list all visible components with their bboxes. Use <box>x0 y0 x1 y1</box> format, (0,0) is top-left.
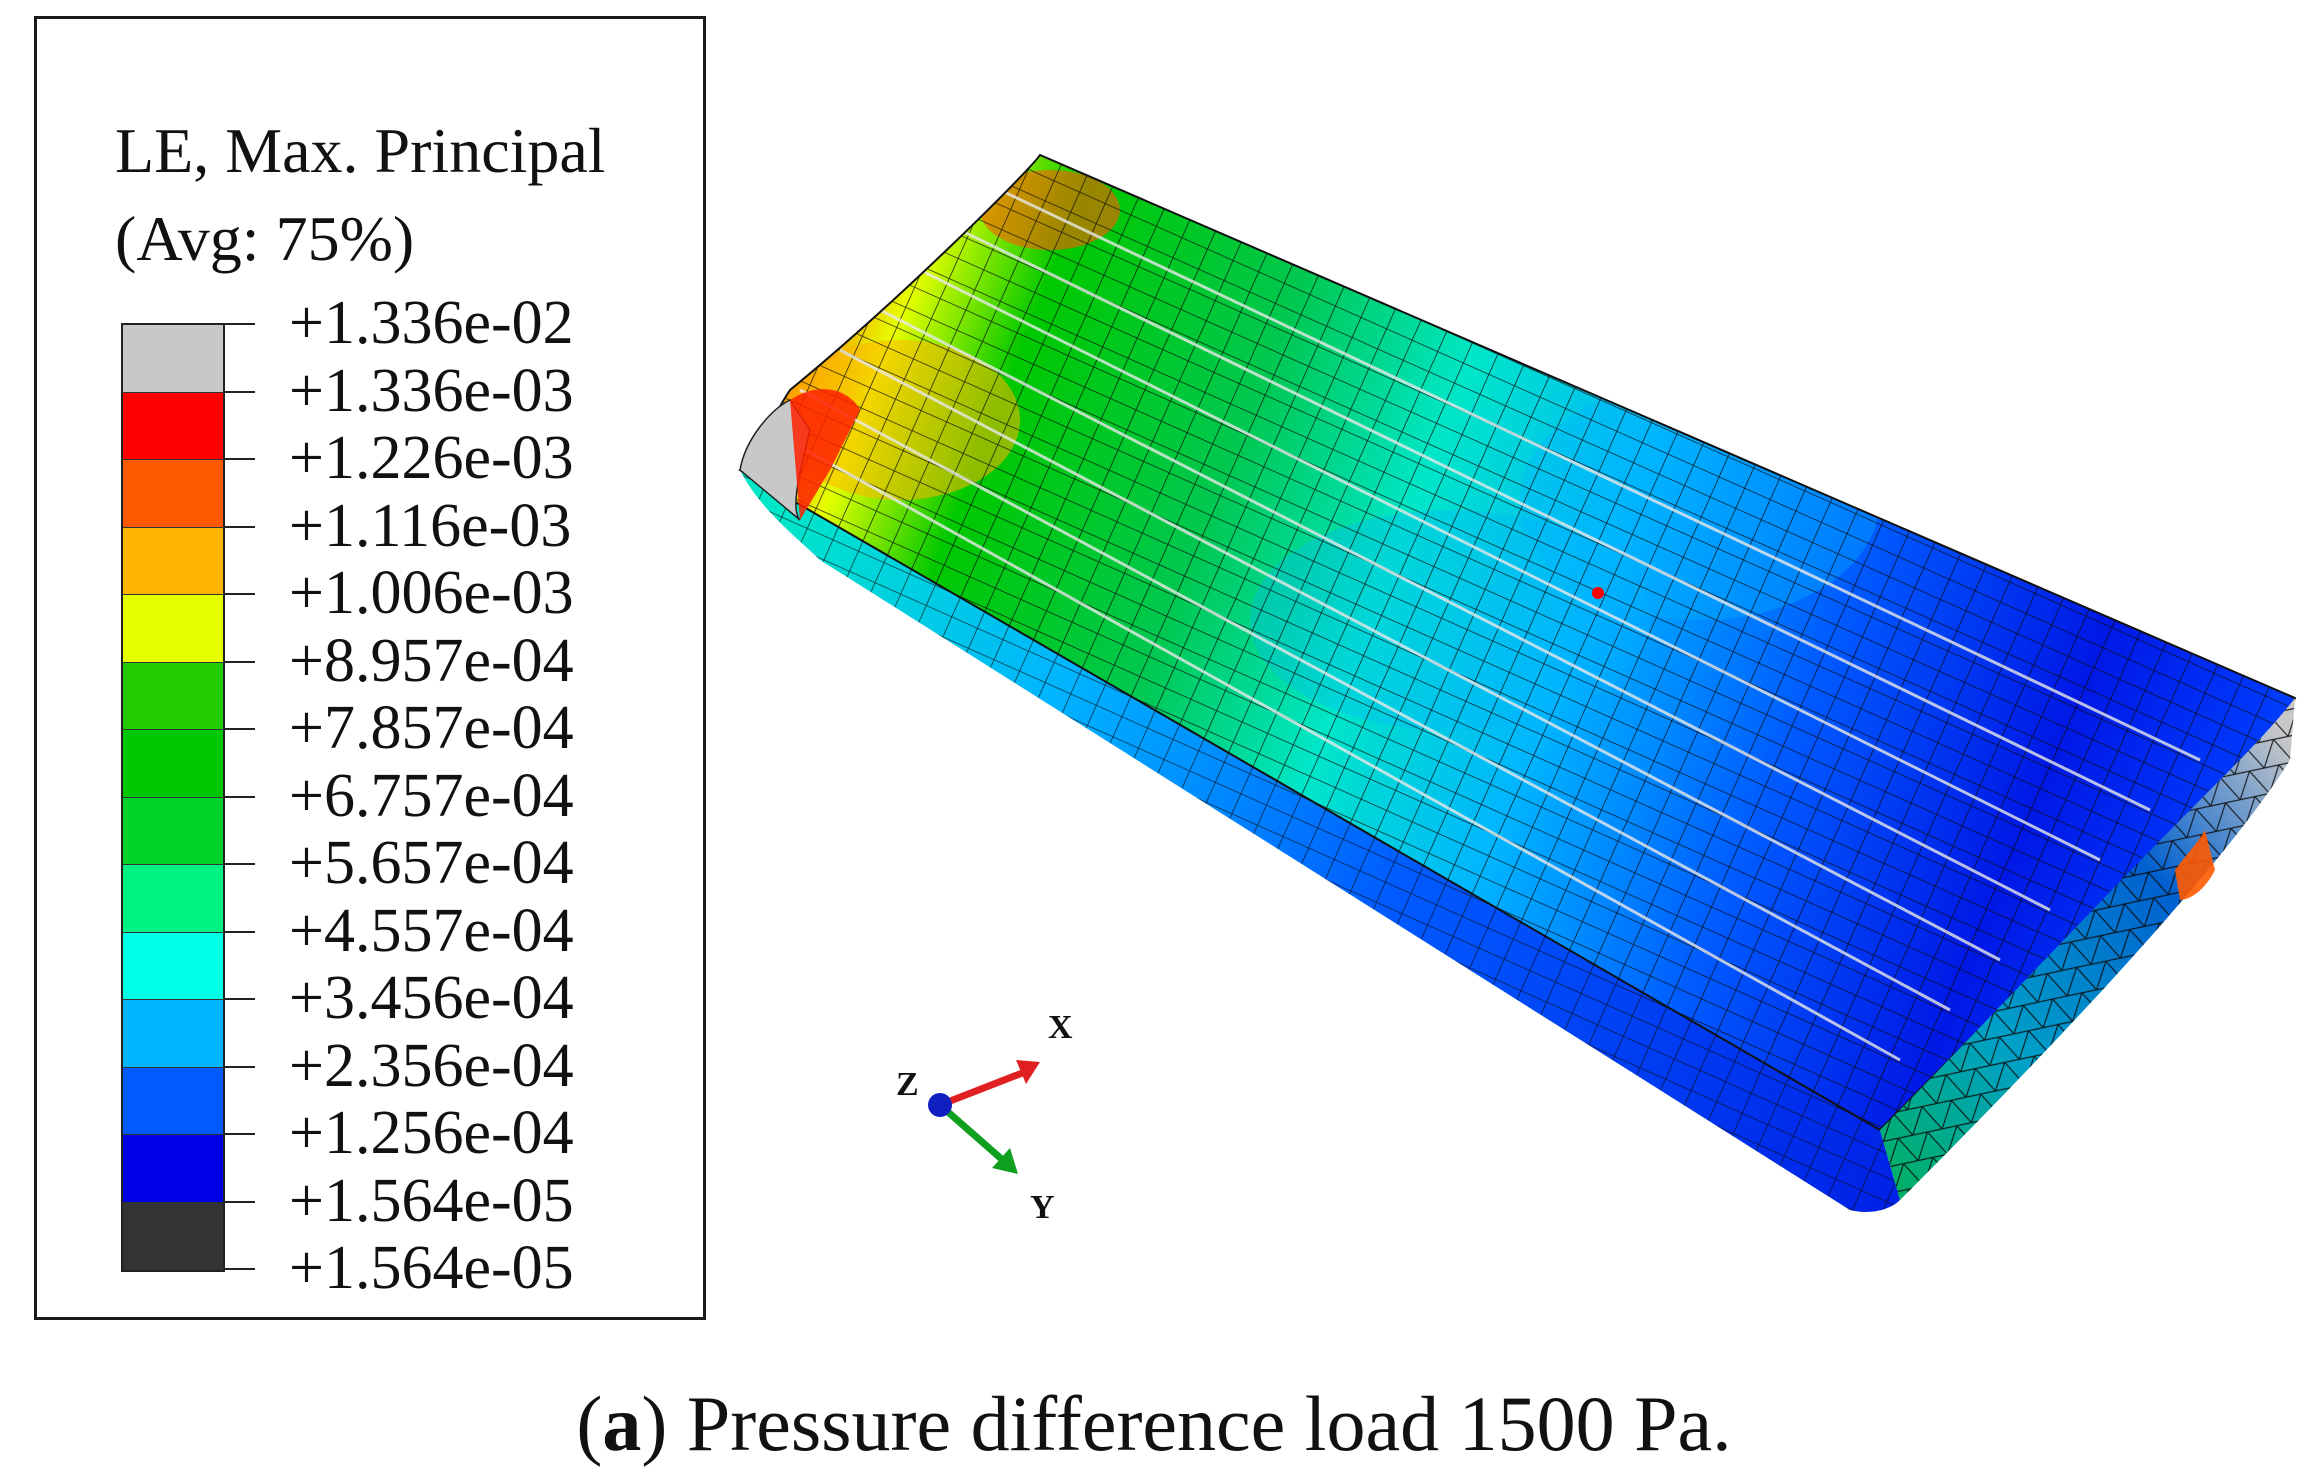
legend-swatch <box>123 595 223 663</box>
legend-swatch <box>123 392 223 460</box>
legend-value-label: +1.226e-03 <box>289 424 574 492</box>
legend-swatch <box>123 1067 223 1135</box>
legend-tick <box>225 998 255 1000</box>
legend-swatch <box>123 460 223 528</box>
legend-value-label: +1.256e-04 <box>289 1099 574 1167</box>
legend-tick <box>225 458 255 460</box>
legend-value-label: +1.336e-02 <box>289 289 574 357</box>
triad-x-label: X <box>1048 1009 1073 1046</box>
legend-tick <box>225 863 255 865</box>
legend-tick <box>225 1133 255 1135</box>
legend-value-label: +1.336e-03 <box>289 356 574 425</box>
legend-tick <box>225 1268 255 1270</box>
legend-tick <box>225 728 255 730</box>
wing-lower-surface <box>740 470 1900 1212</box>
triad-y-axis <box>937 1102 1008 1165</box>
legend-swatch <box>123 797 223 865</box>
wing-strain-contour-plot: X Y Z <box>738 153 2297 1226</box>
legend-tick <box>225 390 255 393</box>
legend-value-label: +6.757e-04 <box>289 761 574 830</box>
triad-x-axis <box>938 1066 1032 1109</box>
legend-value-label: +1.564e-05 <box>289 1166 574 1235</box>
legend-swatch <box>123 325 223 393</box>
legend-tick <box>225 795 255 798</box>
coordinate-triad: X Y Z <box>896 1009 1073 1226</box>
caption-open-paren: ( <box>576 1380 603 1467</box>
legend-value-label: +1.116e-03 <box>289 491 572 560</box>
legend-swatch <box>123 1202 223 1270</box>
caption-subfigure-label: a <box>602 1380 642 1467</box>
caption-text: ) Pressure difference load 1500 Pa. <box>641 1380 1732 1467</box>
legend-value-label: +2.356e-04 <box>289 1031 574 1100</box>
legend-tick <box>225 593 255 595</box>
legend-swatch <box>123 865 223 933</box>
legend-title-averaging: (Avg: 75%) <box>115 203 415 274</box>
triad-y-arrowhead <box>992 1148 1018 1174</box>
legend-value-label: +1.006e-03 <box>289 559 574 627</box>
contour-legend: LE, Max. Principal (Avg: 75%) +1.336e-02… <box>34 16 706 1320</box>
legend-value-label: +1.564e-05 <box>289 1234 574 1302</box>
legend-value-label: +3.456e-04 <box>289 964 574 1032</box>
legend-swatch <box>123 1135 223 1203</box>
triad-y-label: Y <box>1030 1189 1055 1226</box>
peak-strain-marker <box>1592 587 1604 599</box>
triad-x-arrowhead <box>1016 1060 1040 1084</box>
legend-tick <box>225 1200 255 1203</box>
legend-title-variable: LE, Max. Principal <box>115 115 606 186</box>
legend-tick <box>225 930 255 933</box>
wing-upper-surface <box>738 153 2297 1132</box>
legend-swatch <box>123 527 223 595</box>
legend-value-label: +8.957e-04 <box>289 626 574 695</box>
legend-tick <box>225 1065 255 1068</box>
legend-swatch <box>123 662 223 730</box>
legend-value-label: +5.657e-04 <box>289 829 574 897</box>
legend-swatch <box>123 932 223 1000</box>
wing-tip-section <box>739 389 860 521</box>
figure-caption: (a) Pressure difference load 1500 Pa. <box>0 1385 2308 1463</box>
wing-root-section <box>1880 698 2295 1200</box>
legend-tick <box>225 323 255 325</box>
legend-value-label: +7.857e-04 <box>289 694 574 762</box>
legend-value-label: +4.557e-04 <box>289 896 574 965</box>
legend-tick <box>225 525 255 528</box>
legend-tick <box>225 660 255 663</box>
legend-swatch <box>123 1000 223 1068</box>
legend-color-bar <box>121 323 225 1272</box>
legend-swatch <box>123 730 223 798</box>
triad-z-axis <box>928 1093 952 1117</box>
triad-z-label: Z <box>896 1066 919 1103</box>
